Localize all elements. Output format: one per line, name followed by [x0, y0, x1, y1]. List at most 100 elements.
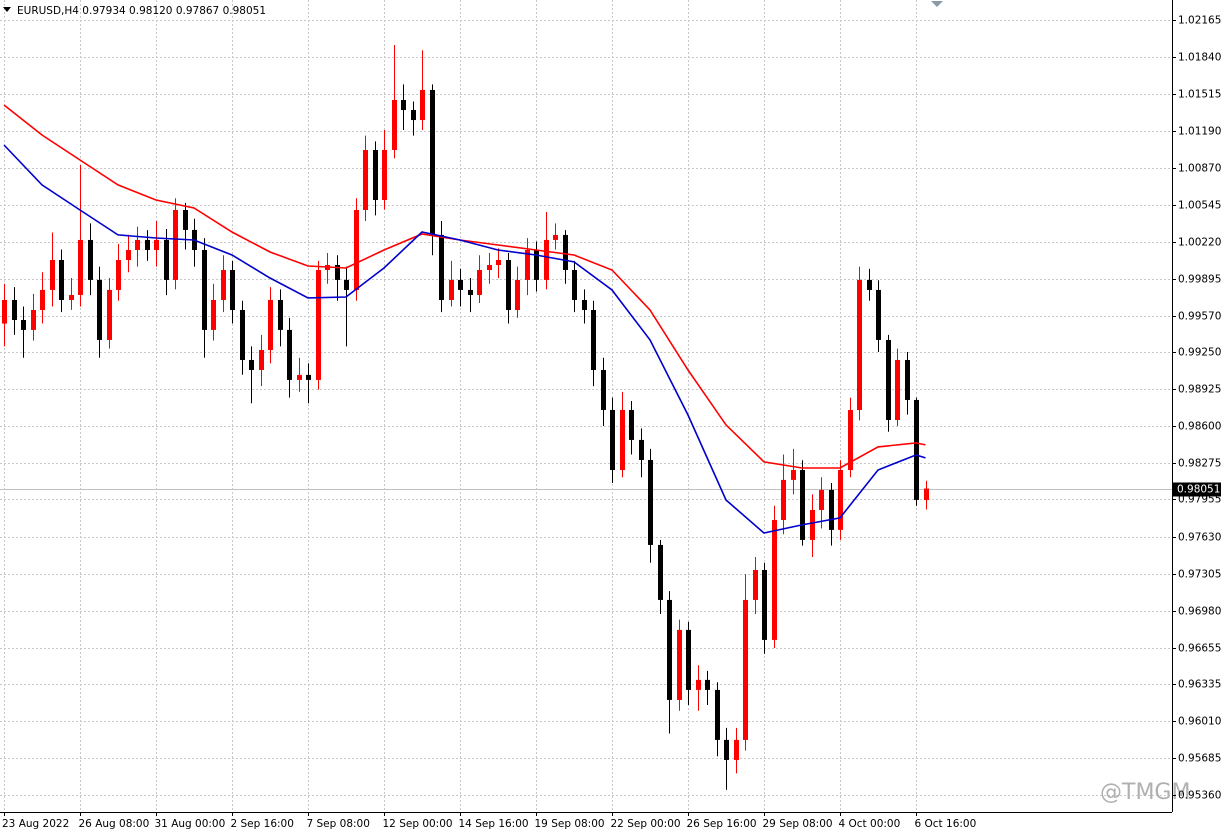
candle-body — [50, 259, 55, 290]
candle-body — [658, 544, 663, 600]
candle-body — [88, 239, 93, 280]
candle-body — [373, 149, 378, 200]
candle-body — [363, 149, 368, 211]
menu-arrow — [3, 7, 11, 12]
candle-body — [496, 259, 501, 266]
candle-body — [230, 270, 235, 310]
candle-body — [97, 279, 102, 340]
candle-body — [639, 439, 644, 460]
x-tick-label: 12 Sep 00:00 — [383, 818, 453, 830]
candle-body — [116, 259, 121, 290]
x-tick-label: 26 Sep 16:00 — [687, 818, 757, 830]
y-tick-label: 0.96655 — [1178, 643, 1221, 655]
candle-body — [449, 279, 454, 300]
candle-body — [306, 374, 311, 380]
candle-body — [202, 249, 207, 330]
candle-body — [715, 689, 720, 740]
candle-body — [905, 359, 910, 400]
candle-body — [800, 470, 805, 540]
candle-body — [382, 149, 387, 200]
watermark: @TMGM — [1100, 780, 1190, 805]
candle-body — [392, 99, 397, 150]
y-tick-label: 0.96335 — [1178, 679, 1221, 691]
candle-body — [69, 294, 74, 300]
y-tick-label: 1.00220 — [1178, 237, 1221, 249]
candle-body — [439, 234, 444, 300]
candle-body — [107, 289, 112, 340]
y-tick-label: 0.97630 — [1178, 532, 1221, 544]
candle-body — [544, 239, 549, 280]
x-tick-label: 31 Aug 00:00 — [155, 818, 226, 830]
candle-body — [401, 99, 406, 111]
candle-body — [31, 309, 36, 330]
candle-body — [268, 299, 273, 350]
candle-body — [335, 265, 340, 280]
candle-body — [211, 299, 216, 330]
y-tick-label: 0.97305 — [1178, 569, 1221, 581]
candle-body — [791, 470, 796, 480]
candle-body — [411, 110, 416, 121]
candle-body — [563, 234, 568, 271]
candle-body — [145, 239, 150, 250]
y-tick-label: 1.00870 — [1178, 163, 1221, 175]
candle-body — [705, 679, 710, 690]
candle-body — [724, 739, 729, 760]
x-tick-label: 22 Sep 00:00 — [611, 818, 681, 830]
candle-body — [696, 679, 701, 690]
candle-body — [572, 270, 577, 300]
candle-body — [762, 569, 767, 640]
y-tick-label: 0.99250 — [1178, 347, 1221, 359]
candle-body — [648, 459, 653, 545]
candle-body — [126, 249, 131, 260]
y-tick-label: 0.99895 — [1178, 274, 1221, 286]
candle-body — [354, 210, 359, 290]
candle-body — [610, 409, 615, 471]
candle-body — [259, 349, 264, 371]
y-tick-label: 0.98600 — [1178, 421, 1221, 433]
candle-body — [297, 374, 302, 380]
y-tick-label: 1.02165 — [1178, 15, 1221, 27]
candle-body — [40, 289, 45, 310]
candle-body — [468, 289, 473, 295]
candle-body — [430, 89, 435, 235]
candle-body — [582, 299, 587, 310]
candle-body — [506, 259, 511, 310]
y-tick-label: 0.95685 — [1178, 753, 1221, 765]
candle-body — [829, 489, 834, 530]
shift-marker — [931, 1, 943, 7]
y-tick-label: 1.01515 — [1178, 89, 1221, 101]
candle-body — [734, 739, 739, 760]
candle-body — [287, 329, 292, 380]
x-tick-label: 29 Sep 08:00 — [763, 818, 833, 830]
candle-body — [743, 599, 748, 740]
y-tick-label: 0.98925 — [1178, 384, 1221, 396]
x-tick-label: 6 Oct 16:00 — [915, 818, 977, 830]
candle-body — [278, 299, 283, 330]
candle-body — [857, 279, 862, 410]
y-tick-label: 1.01840 — [1178, 52, 1221, 64]
candle-body — [316, 270, 321, 380]
candle-body — [667, 599, 672, 700]
candle-body — [601, 370, 606, 410]
candle-body — [164, 239, 169, 280]
candle-body — [686, 629, 691, 690]
candle-body — [838, 470, 843, 530]
candle-body — [515, 279, 520, 310]
chart-title: EURUSD,H4 0.97934 0.98120 0.97867 0.9805… — [17, 5, 266, 17]
current-price-label: 0.98051 — [1177, 484, 1220, 496]
y-tick-label: 1.01190 — [1178, 126, 1221, 138]
candle-body — [876, 289, 881, 340]
candle-body — [21, 320, 26, 330]
y-tick-label: 0.96010 — [1178, 716, 1221, 728]
candle-body — [487, 265, 492, 271]
candle-body — [221, 270, 226, 300]
candle-body — [249, 359, 254, 371]
candle-body — [12, 299, 17, 321]
candle-body — [753, 569, 758, 600]
moving-average — [3, 144, 926, 534]
x-tick-label: 14 Sep 16:00 — [459, 818, 529, 830]
candle-body — [553, 234, 558, 240]
candle-body — [477, 270, 482, 295]
